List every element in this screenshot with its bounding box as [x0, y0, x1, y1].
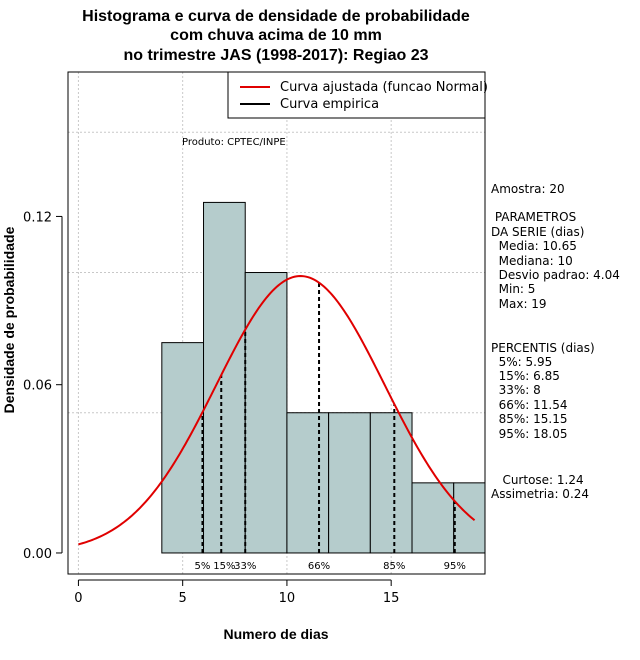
stats-parametros-line: Mediana: 10 [491, 254, 573, 268]
percentile-label: 15% [213, 561, 235, 572]
stats-panel: Amostra: 20 PARAMETROS DA SERIE (dias) M… [491, 182, 620, 501]
stats-percentis-line: PERCENTIS (dias) [491, 341, 595, 355]
y-tick-label: 0.00 [23, 547, 52, 562]
product-annotation: Produto: CPTEC/INPE [182, 137, 286, 148]
percentile-lines-layer [201, 282, 456, 553]
stats-percentis-line: 66%: 11.54 [491, 398, 568, 412]
percentile-labels-layer: 5% 15%33% 66% 85% 95% [195, 561, 466, 572]
normal-curve-layer [78, 275, 476, 546]
stats-parametros-line: Media: 10.65 [491, 239, 577, 253]
x-tick-label: 15 [383, 591, 400, 606]
chart-title-line-2: com chuva acima de 10 mm [170, 27, 382, 44]
percentile-label: 95% [444, 561, 466, 572]
histogram-bar [411, 482, 455, 554]
stats-parametros-line: DA SERIE (dias) [491, 225, 584, 239]
y-tick-label: 0.12 [23, 210, 52, 225]
histogram-bar [453, 482, 486, 554]
stats-assimetria: Assimetria: 0.24 [491, 487, 589, 501]
legend: Curva ajustada (funcao Normal) Curva emp… [227, 71, 488, 119]
histogram-bar [328, 412, 371, 554]
stats-percentis-line: 33%: 8 [491, 383, 541, 397]
histogram-bar [286, 412, 330, 554]
percentile-label: 33% [234, 561, 256, 572]
stats-amostra: Amostra: 20 [491, 182, 565, 196]
percentile-label: 85% [383, 561, 405, 572]
stats-percentis-line: 95%: 18.05 [491, 427, 568, 441]
chart-title-line-3: no trimestre JAS (1998-2017): Regiao 23 [123, 47, 428, 64]
y-axis-label: Densidade de probabilidade [1, 226, 17, 413]
histogram-bar [244, 272, 288, 554]
percentile-label: 66% [308, 561, 330, 572]
bars-layer [161, 201, 486, 554]
stats-parametros-line: Min: 5 [491, 282, 535, 296]
stats-curtose: Curtose: 1.24 [491, 473, 584, 487]
x-axis-label: Numero de dias [223, 626, 328, 642]
legend-box [227, 71, 486, 119]
chart-title-line-1: Histograma e curva de densidade de proba… [82, 8, 470, 25]
x-tick-label: 0 [74, 591, 82, 606]
stats-parametros-line: Max: 19 [491, 297, 547, 311]
legend-label-empirical: Curva empirica [280, 97, 379, 112]
x-tick-label: 5 [179, 591, 187, 606]
stats-percentis-line: 85%: 15.15 [491, 412, 568, 426]
stats-percentis-line: 5%: 5.95 [491, 355, 552, 369]
normal-curve-line [78, 275, 476, 546]
legend-label-normal: Curva ajustada (funcao Normal) [280, 80, 488, 95]
stats-percentis-line: 15%: 6.85 [491, 369, 560, 383]
histogram-bar [203, 201, 246, 554]
x-tick-label: 10 [279, 591, 296, 606]
axes-layer: 0 5 10 15 0.00 0.06 0.12 [23, 210, 399, 606]
histogram-bar [369, 412, 413, 554]
stats-parametros-line: PARAMETROS [491, 210, 576, 224]
y-tick-label: 0.06 [23, 379, 52, 394]
stats-parametros-line: Desvio padrao: 4.04 [491, 268, 620, 282]
percentile-label: 5% [195, 561, 211, 572]
